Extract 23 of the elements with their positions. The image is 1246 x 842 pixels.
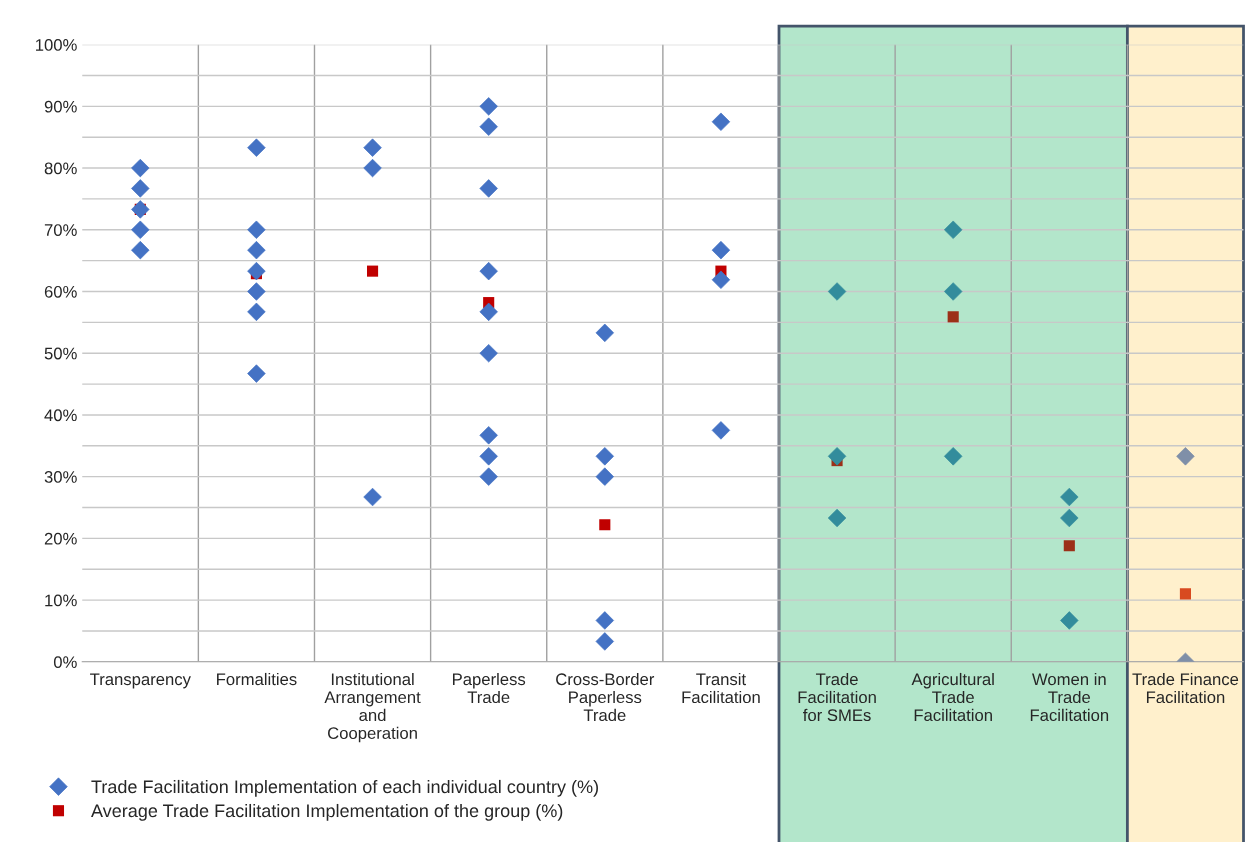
y-tick-label: 20% <box>44 532 77 545</box>
y-tick-label: 40% <box>44 409 77 422</box>
y-tick-label: 80% <box>44 162 77 175</box>
x-tick-label: Transit Facilitation <box>682 672 760 704</box>
legend-label: Trade Facilitation Implementation of each individual country (%) <box>91 779 598 797</box>
y-tick-label: 10% <box>45 594 77 607</box>
x-tick-label: Trade Facilitation for SMEs <box>798 672 876 722</box>
y-tick-label: 90% <box>44 100 77 113</box>
x-tick-label: Trade Finance Facilitation <box>1132 672 1239 704</box>
x-tick-label: Agricultural Trade Facilitation <box>911 672 994 722</box>
x-tick-label: Paperless Trade <box>452 672 526 704</box>
y-tick-label: 70% <box>44 224 77 236</box>
x-tick-label: Transparency <box>90 673 191 689</box>
x-tick-label: Formalities <box>217 672 297 686</box>
x-tick-label: Women in Trade Facilitation <box>1030 672 1109 722</box>
y-tick-label: 100% <box>36 39 77 51</box>
x-tick-label: Institutional Arrangement and Cooperation <box>324 672 421 743</box>
y-tick-label: 50% <box>44 347 77 360</box>
y-tick-label: 0% <box>53 656 77 669</box>
y-tick-label: 60% <box>44 285 77 298</box>
x-tick-label: Cross-Border Paperless Trade <box>556 672 655 722</box>
legend-label: Average Trade Facilitation Implementation of the group (%) <box>91 803 563 821</box>
y-tick-label: 30% <box>44 471 77 483</box>
